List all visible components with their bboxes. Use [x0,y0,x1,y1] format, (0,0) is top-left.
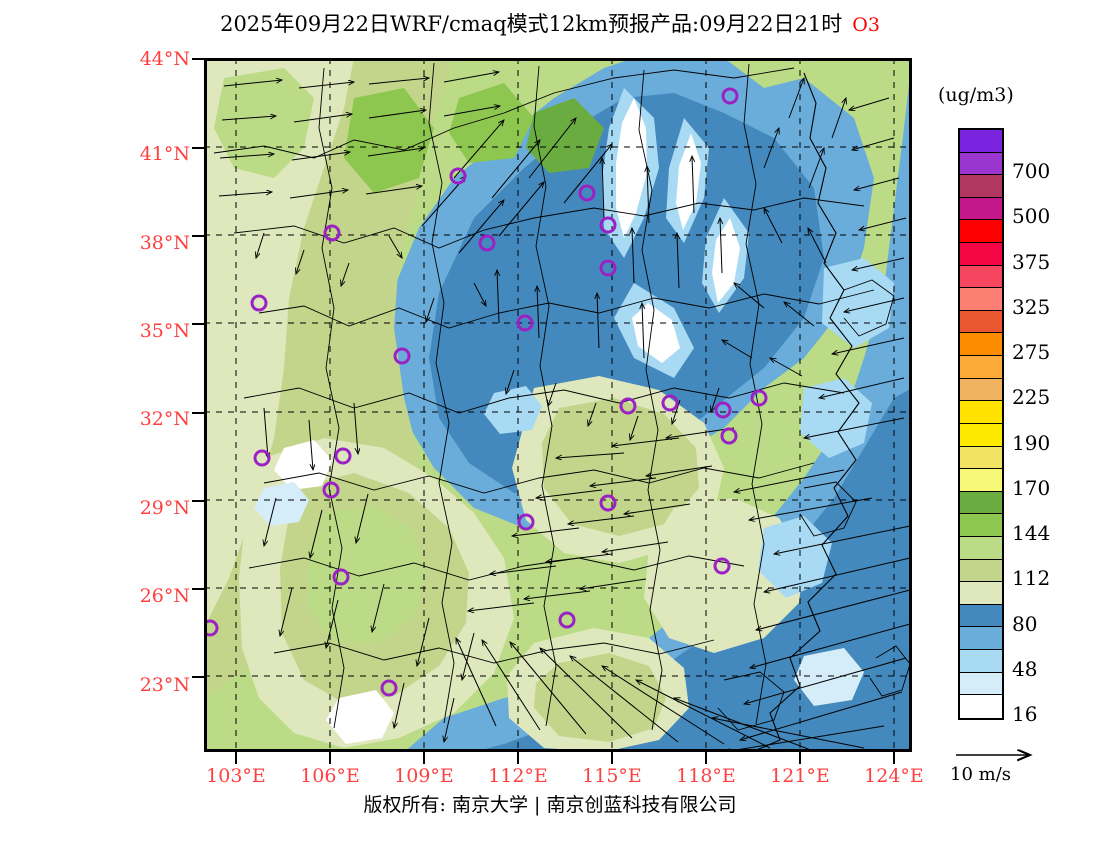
colorbar-band-8 [960,310,1002,334]
map-canvas [204,58,912,752]
lon-tick-109e [423,752,425,764]
lon-tick-115e [611,752,613,764]
colorbar-label-375: 375 [1012,249,1051,274]
colorbar-band-10 [960,356,1002,379]
lat-label-26n: 26°N [139,585,190,607]
lon-tick-118e [705,752,707,764]
colorbar-band-23 [960,650,1002,673]
lon-label-115e: 115°E [582,765,642,787]
colorbar-band-7 [960,288,1002,311]
lat-label-23n: 23°N [139,674,190,696]
lon-label-124e: 124°E [864,765,924,787]
colorbar-band-17 [960,514,1002,537]
colorbar-band-11 [960,378,1002,402]
colorbar-band-6 [960,265,1002,289]
colorbar-band-4 [960,220,1002,244]
lon-tick-124e [893,752,895,764]
lon-label-106e: 106°E [300,765,360,787]
colorbar [958,128,1004,720]
colorbar-band-3 [960,197,1002,221]
page-title: 2025年09月22日WRF/cmaq模式12km预报产品:09月22日21时 O… [0,8,1100,38]
lat-tick-44n [192,58,204,60]
copyright-notice: 版权所有: 南京大学 | 南京创蓝科技有限公司 [363,794,737,816]
colorbar-label-500: 500 [1012,204,1051,229]
colorbar-label-112: 112 [1012,566,1051,591]
colorbar-band-18 [960,536,1002,560]
colorbar-band-15 [960,469,1002,492]
colorbar-label-16: 16 [1012,702,1038,726]
colorbar-band-12 [960,401,1002,424]
lon-tick-106e [329,752,331,764]
colorbar-label-80: 80 [1012,611,1038,636]
colorbar-band-14 [960,446,1002,470]
colorbar-band-25 [960,695,1002,718]
colorbar-band-22 [960,627,1002,651]
lat-label-38n: 38°N [139,232,190,254]
species-label: O3 [852,14,880,36]
lat-label-29n: 29°N [139,497,190,519]
lat-tick-41n [192,147,204,149]
lon-tick-103e [235,752,237,764]
lon-label-118e: 118°E [676,765,736,787]
lat-tick-26n [192,588,204,590]
title-text: 2025年09月22日WRF/cmaq模式12km预报产品:09月22日21时 [220,12,843,36]
colorbar-label-700: 700 [1012,159,1051,184]
colorbar-label-190: 190 [1012,430,1051,455]
station-markers[interactable] [204,87,768,697]
lat-tick-35n [192,323,204,325]
colorbar-label-170: 170 [1012,475,1051,500]
lat-label-35n: 35°N [139,320,190,342]
colorbar-label-144: 144 [1012,521,1051,546]
map-frame [204,58,912,752]
colorbar-band-24 [960,672,1002,696]
lon-tick-112e [517,752,519,764]
lat-tick-23n [192,676,204,678]
colorbar-band-19 [960,559,1002,583]
colorbar-band-9 [960,333,1002,357]
wind-scale-label: 10 m/s [950,764,1011,785]
lat-tick-32n [192,412,204,414]
lon-label-109e: 109°E [394,765,454,787]
wind-vectors [218,72,911,752]
colorbar-band-13 [960,423,1002,447]
colorbar-label-225: 225 [1012,385,1051,410]
colorbar-label-275: 275 [1012,340,1051,365]
lat-label-41n: 41°N [139,143,190,165]
forecast-map[interactable] [204,58,912,752]
colorbar-band-21 [960,604,1002,628]
province-boundaries [213,62,911,752]
lon-label-103e: 103°E [206,765,266,787]
colorbar-band-1 [960,152,1002,176]
colorbar-band-16 [960,491,1002,515]
lon-label-112e: 112°E [488,765,548,787]
lat-tick-38n [192,235,204,237]
colorbar-band-5 [960,243,1002,266]
lat-tick-29n [192,500,204,502]
colorbar-label-325: 325 [1012,294,1051,319]
colorbar-band-20 [960,582,1002,605]
colorbar-band-0 [960,130,1002,153]
map-content [204,58,912,752]
lat-label-32n: 32°N [139,408,190,430]
wind-scale-key [952,744,1092,766]
lon-tick-121e [799,752,801,764]
lon-label-121e: 121°E [770,765,830,787]
colorbar-band-2 [960,175,1002,198]
colorbar-label-48: 48 [1012,656,1038,681]
colorbar-units: (ug/m3) [938,84,1014,106]
lat-label-44n: 44°N [139,48,190,70]
